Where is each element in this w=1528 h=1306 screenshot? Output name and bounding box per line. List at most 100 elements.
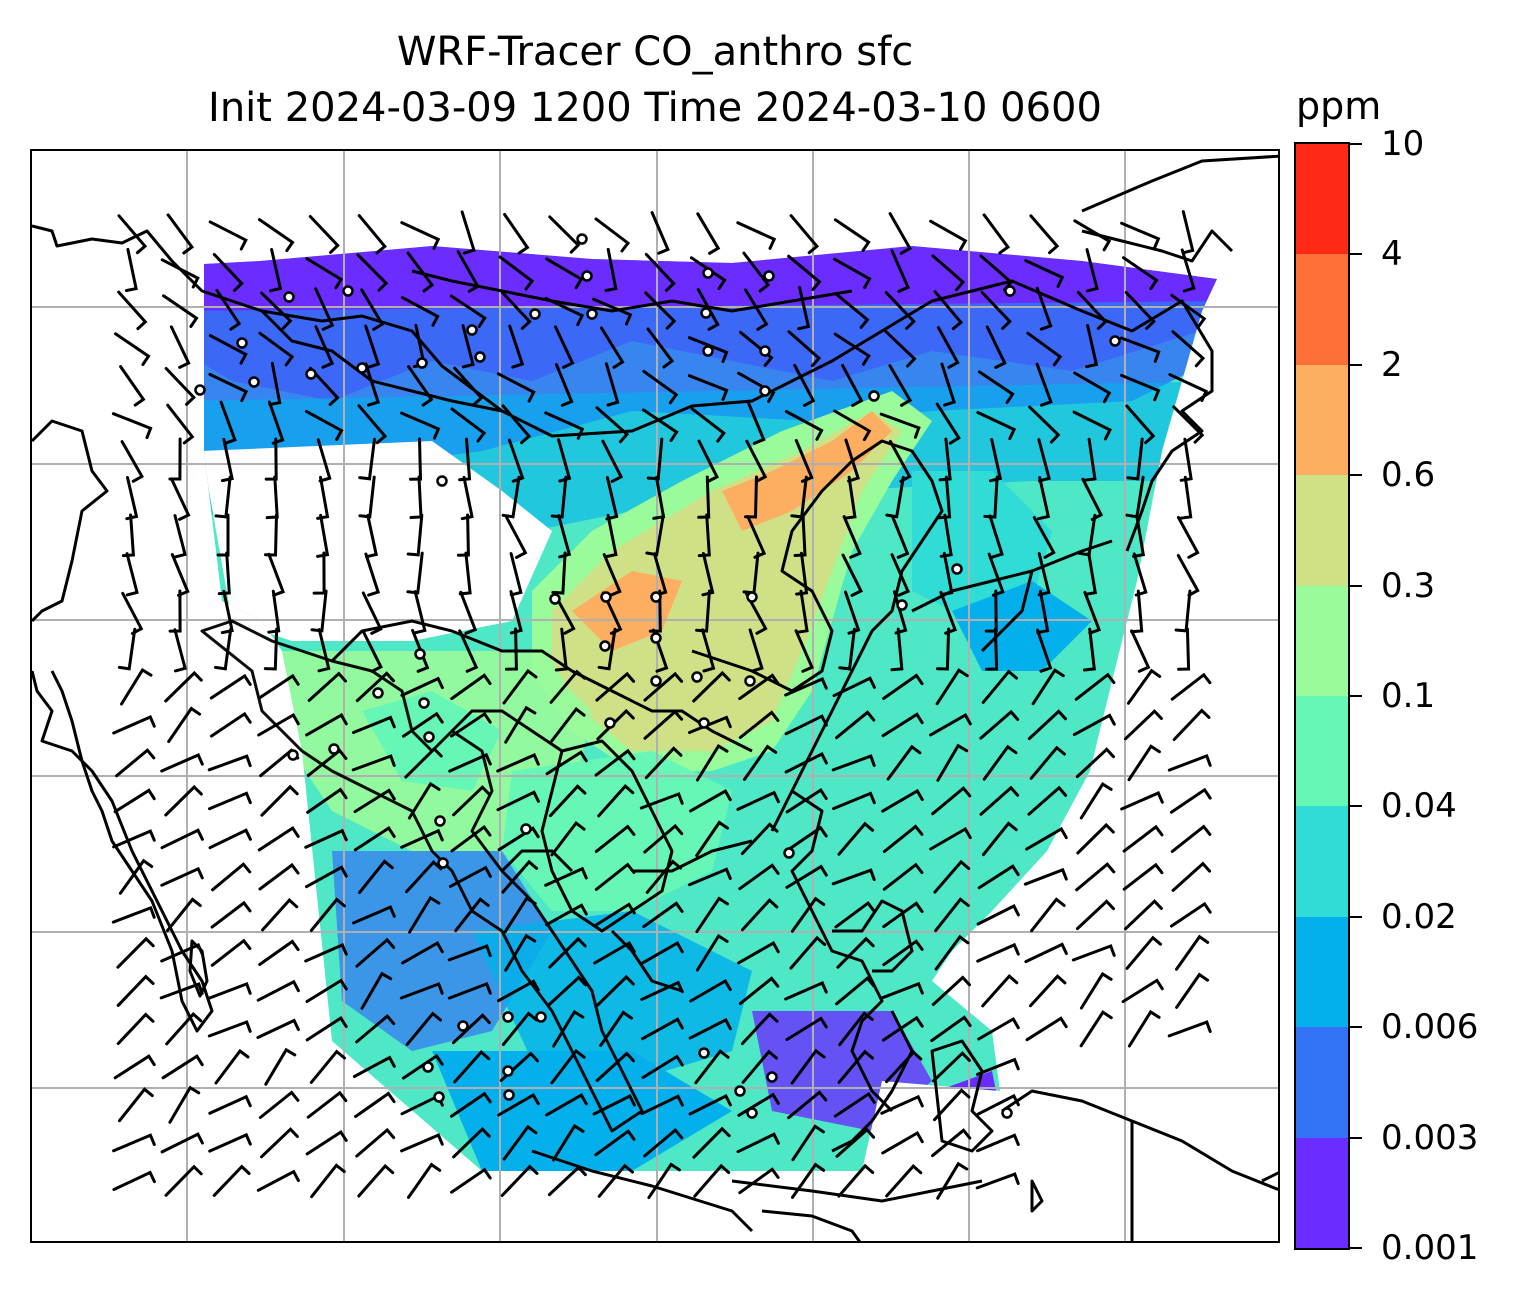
wind-barb: [314, 287, 335, 331]
wind-barb: [739, 330, 774, 367]
wind-barb: [831, 754, 876, 772]
wind-barb: [1172, 405, 1205, 444]
wind-barb: [405, 860, 443, 894]
wind-barb: [695, 933, 729, 972]
wind-barb: [981, 973, 1019, 1008]
wind-barb: [594, 748, 636, 777]
wind-barb: [888, 212, 912, 255]
wind-barb: [1130, 589, 1144, 634]
wind-barb: [595, 1051, 635, 1082]
wind-barb: [1030, 897, 1066, 933]
wind-barb: [161, 1054, 204, 1080]
wind-barb: [983, 475, 999, 519]
wind-barb: [450, 1091, 492, 1118]
wind-barb: [1171, 330, 1206, 368]
wind-barb: [111, 905, 156, 924]
wind-barb: [832, 791, 876, 811]
wind-barb: [604, 247, 618, 292]
colorbar-tick: [1350, 584, 1362, 587]
wind-barb: [552, 592, 576, 635]
wind-barb: [835, 292, 870, 329]
wind-barb: [268, 361, 282, 406]
wind-barb: [121, 513, 136, 558]
wind-barb: [116, 974, 155, 1007]
wind-barb: [208, 828, 252, 850]
calm-wind-marker: [535, 1011, 547, 1023]
wind-barb: [554, 627, 568, 672]
wind-barb: [981, 669, 1018, 704]
wind-barb: [1120, 791, 1164, 811]
wind-barb: [448, 752, 492, 773]
wind-barb: [695, 820, 729, 857]
wind-barb: [1079, 971, 1113, 1010]
wind-barb: [1122, 256, 1159, 290]
wind-barb: [407, 781, 441, 820]
calm-wind-marker: [1001, 1107, 1013, 1119]
wind-barb: [594, 1129, 636, 1157]
wind-barb: [594, 824, 636, 853]
colorbar-tick: [1350, 363, 1362, 366]
wind-barb: [406, 551, 424, 595]
plot-title-line2: Init 2024-03-09 1200 Time 2024-03-10 060…: [208, 85, 1102, 131]
wind-barb: [452, 1126, 491, 1159]
wind-barb: [1126, 668, 1162, 705]
wind-barb: [938, 437, 952, 482]
wind-barb: [207, 754, 252, 772]
wind-barb: [256, 979, 300, 1002]
wind-barb: [264, 1047, 297, 1086]
wind-barb: [459, 590, 478, 635]
wind-barb: [1127, 744, 1161, 782]
wind-barb: [258, 1090, 300, 1119]
wind-barb: [738, 710, 780, 739]
wind-barb: [125, 476, 139, 521]
wind-barb: [641, 408, 679, 442]
calm-wind-marker: [951, 563, 963, 575]
wind-barb: [497, 1092, 540, 1117]
wind-barb: [258, 939, 300, 966]
colorbar-segment: [1296, 474, 1348, 586]
wind-barb: [365, 514, 378, 559]
wind-barb: [447, 981, 492, 1000]
wind-barb: [789, 214, 820, 255]
calm-wind-marker: [702, 267, 714, 279]
wind-barb: [1074, 672, 1116, 701]
calm-wind-marker: [305, 368, 317, 380]
wind-barb: [786, 825, 828, 852]
wind-barb: [173, 628, 187, 673]
wind-barb: [1037, 476, 1051, 521]
wind-barb: [594, 862, 636, 891]
wind-barb: [601, 439, 624, 483]
wind-barb: [1175, 972, 1210, 1009]
calm-wind-marker: [766, 1071, 778, 1083]
wind-barb: [357, 404, 388, 445]
wind-barb: [450, 407, 487, 443]
wind-barb: [838, 627, 856, 671]
wind-barb: [1035, 286, 1053, 331]
wind-barb: [646, 327, 675, 369]
wind-barb: [360, 288, 385, 331]
wind-barb: [411, 628, 430, 673]
wind-barb: [217, 551, 231, 596]
wind-barb: [645, 513, 665, 557]
wind-barb: [449, 711, 492, 738]
wind-barb: [641, 1017, 684, 1041]
wind-barb: [980, 291, 1012, 330]
wind-barb: [400, 1133, 444, 1153]
wind-barb: [936, 326, 960, 369]
wind-barb: [977, 1016, 1020, 1041]
calm-wind-marker: [342, 285, 354, 297]
wind-barb: [784, 677, 828, 697]
wind-barb: [257, 826, 300, 852]
wind-barb: [406, 251, 435, 293]
wind-barb: [744, 592, 768, 635]
colorbar-segment: [1296, 143, 1348, 255]
wind-barb: [982, 213, 1011, 255]
wind-barb: [1036, 628, 1053, 673]
wind-barb: [1028, 405, 1061, 444]
wind-barb: [833, 332, 871, 366]
calm-wind-marker: [650, 632, 662, 644]
wind-barb: [116, 1012, 155, 1045]
calm-wind-marker: [423, 731, 435, 743]
wind-barb: [835, 710, 876, 740]
wind-barb: [1075, 862, 1116, 892]
